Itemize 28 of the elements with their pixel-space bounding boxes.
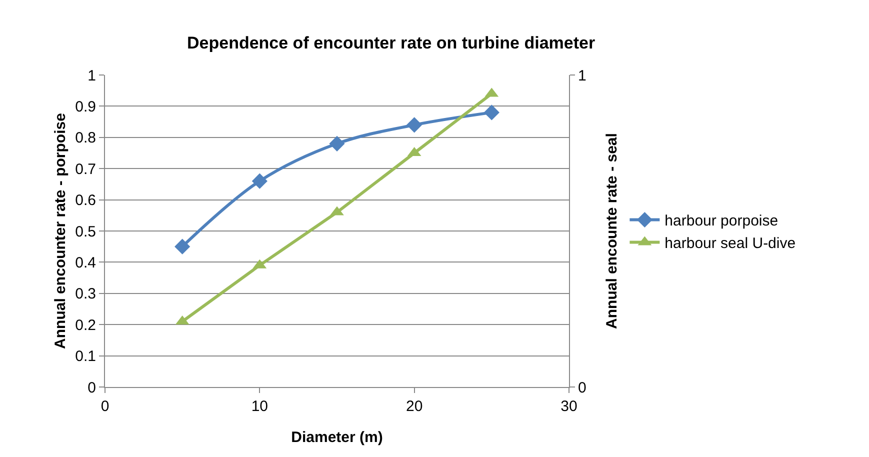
point — [484, 104, 500, 120]
y-axis-title: Annual encounter rate - porpoise — [52, 113, 69, 349]
y-tick-label: 0.2 — [75, 316, 96, 334]
point — [252, 173, 268, 189]
legend-label: harbour seal U-dive — [664, 235, 796, 252]
y2-axis-title: Annual encounte rate - seal — [604, 133, 620, 329]
y-tick-label: 0.4 — [75, 254, 96, 272]
y2-tick-label: 0 — [578, 379, 586, 396]
y-tick-label: 1 — [88, 67, 96, 84]
x-axis-title: Diameter (m) — [291, 429, 383, 446]
y-tick-label: 0.1 — [75, 348, 96, 366]
y-tick-label: 0.9 — [75, 98, 96, 116]
chart-title: Dependence of encounter rate on turbine diameter — [187, 33, 596, 52]
x-tick-label: 20 — [406, 398, 423, 415]
point — [406, 117, 422, 133]
y-tick-label: 0.7 — [75, 160, 96, 178]
y-tick-label: 0.6 — [75, 192, 96, 210]
y-tick-label: 0.8 — [75, 130, 96, 147]
y2-tick-label: 1 — [578, 67, 586, 84]
point — [329, 136, 345, 152]
y-tick-label: 0.3 — [75, 286, 96, 303]
x-tick-label: 0 — [100, 398, 110, 415]
point — [174, 238, 190, 254]
x-tick-label: 30 — [560, 398, 578, 415]
y-tick-label: 0 — [88, 379, 96, 396]
y-tick-label: 0.5 — [75, 223, 96, 240]
legend-label: harbour porpoise — [664, 212, 778, 230]
x-tick-label: 10 — [251, 398, 268, 415]
